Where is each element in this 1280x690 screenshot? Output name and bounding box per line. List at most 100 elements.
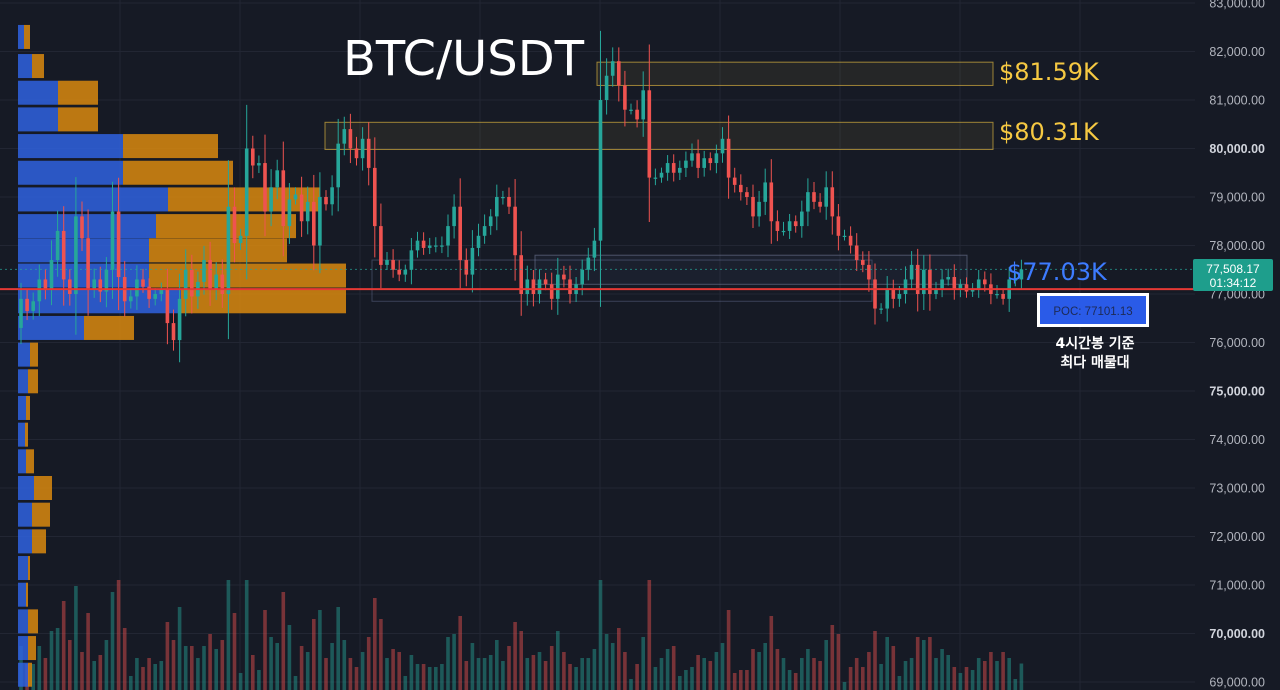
- zone-label-80k: $80.31K: [999, 118, 1100, 146]
- candle-body: [580, 269, 584, 285]
- volume-bar: [318, 610, 322, 690]
- volume-bar: [214, 649, 218, 690]
- candle-body: [373, 167, 377, 227]
- candle-body: [854, 245, 859, 261]
- candle-body: [928, 269, 932, 294]
- volume-bar: [757, 652, 761, 690]
- poc-box: [1040, 296, 1146, 324]
- volume-bar: [434, 667, 438, 690]
- candle-body: [153, 294, 157, 299]
- volume-bar: [946, 655, 950, 690]
- vp-buy-bar: [18, 582, 26, 607]
- volume-bar: [702, 658, 706, 690]
- volume-bar: [293, 676, 298, 690]
- volume-bars: [19, 580, 1024, 690]
- candle-body: [873, 279, 877, 309]
- candle-countdown: 01:34:12: [1210, 276, 1257, 290]
- candle-body: [964, 284, 969, 292]
- volume-bar: [238, 673, 243, 690]
- volume-bar: [976, 658, 981, 690]
- candle-body: [238, 235, 243, 244]
- candle-body: [995, 294, 999, 296]
- candle-body: [86, 238, 90, 290]
- candle-body: [452, 206, 456, 227]
- volume-bar: [519, 631, 523, 690]
- vp-sell-bar: [84, 315, 134, 340]
- candle-body: [183, 269, 188, 299]
- candle-body: [739, 184, 743, 193]
- volume-bar: [366, 637, 371, 690]
- y-tick-label: 73,000.00: [1209, 482, 1265, 496]
- volume-bar: [964, 667, 969, 690]
- volume-bar: [202, 646, 206, 690]
- volume-bar: [983, 661, 987, 690]
- candle-body: [440, 245, 444, 247]
- candle-body: [665, 163, 670, 173]
- candle-body: [952, 277, 957, 290]
- candle-body: [427, 245, 432, 248]
- volume-bar: [732, 673, 737, 690]
- candle-body: [488, 216, 493, 227]
- volume-bar: [360, 652, 365, 690]
- candle-body: [190, 269, 194, 297]
- volume-bar: [324, 658, 328, 690]
- candle-body: [129, 296, 133, 302]
- vp-sell-bar: [28, 369, 38, 394]
- volume-bar: [421, 664, 426, 690]
- candle-body: [641, 90, 645, 120]
- volume-bar: [183, 646, 188, 690]
- candle-body: [812, 192, 816, 202]
- grid-lines: [0, 0, 1195, 690]
- candle-body: [263, 163, 267, 212]
- candle-body: [1001, 294, 1005, 299]
- candle-body: [824, 187, 828, 207]
- candle-body: [751, 197, 755, 217]
- volume-bar: [299, 646, 304, 690]
- candle-body: [720, 138, 725, 154]
- candle-body: [74, 216, 78, 294]
- volume-bar: [122, 628, 127, 690]
- y-tick-label: 71,000.00: [1209, 579, 1265, 593]
- candle-body: [165, 289, 170, 324]
- candle-body: [708, 158, 713, 164]
- vp-buy-bar: [18, 214, 156, 239]
- vp-buy-bar: [18, 636, 28, 661]
- candle-body: [409, 250, 414, 270]
- volume-bar: [525, 658, 530, 690]
- volume-bar: [574, 667, 578, 690]
- current-price-value: 77,508.17: [1206, 262, 1260, 276]
- candle-body: [830, 187, 835, 217]
- vp-sell-bar: [28, 556, 30, 581]
- volume-bar: [781, 658, 786, 690]
- candle-body: [940, 279, 944, 290]
- y-tick-label: 74,000.00: [1209, 433, 1265, 447]
- volume-bar: [159, 661, 164, 690]
- volume-bar: [598, 580, 603, 690]
- candle-body: [159, 289, 164, 294]
- candle-body: [757, 201, 761, 217]
- volume-bar: [885, 637, 889, 690]
- volume-bar: [934, 658, 938, 690]
- candle-body: [269, 187, 273, 212]
- vp-sell-bar: [32, 54, 44, 79]
- volume-bar: [641, 637, 645, 690]
- volume-bar: [586, 658, 591, 690]
- volume-bar: [836, 634, 841, 690]
- volume-bar: [385, 658, 389, 690]
- vp-sell-bar: [58, 107, 98, 132]
- vp-buy-bar: [18, 187, 168, 212]
- volume-bar: [873, 631, 877, 690]
- volume-bar: [867, 652, 871, 690]
- volume-bar: [287, 625, 292, 690]
- volume-bar: [177, 607, 182, 690]
- candle-body: [714, 153, 719, 164]
- volume-bar: [446, 637, 450, 690]
- candle-body: [135, 279, 139, 297]
- candle-body: [116, 211, 121, 278]
- candle-body: [49, 260, 54, 290]
- zone-80k: [324, 121, 994, 150]
- volume-bar: [495, 640, 499, 690]
- vp-sell-bar: [25, 422, 28, 447]
